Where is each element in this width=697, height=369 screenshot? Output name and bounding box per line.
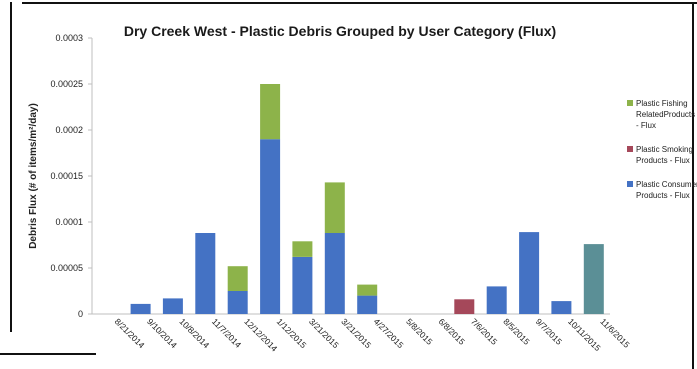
bar-segment [357,284,378,296]
bar-segment [130,303,151,314]
legend-entry-text: Plastic Smoking [636,145,693,154]
y-tick-label: 0.0003 [55,33,83,43]
x-tick-label: 3/21/2015 [339,316,373,350]
bar-segment [227,291,248,314]
x-tick-label: 6/8/2015 [437,316,468,347]
frame-top-edge [22,2,697,4]
legend: Plastic Fishing RelatedProducts - Flux Plas… [627,99,697,200]
y-tick-label: 0.00025 [50,79,83,89]
chart-title: Dry Creek West - Plastic Debris Grouped … [124,23,556,39]
x-tick-label: 8/21/2014 [113,316,147,350]
x-tick-label: 12/12/2014 [242,316,279,353]
bar-segment [357,295,378,314]
x-tick-label: 10/11/2015 [566,316,603,353]
x-tick-label: 11/6/2015 [598,316,632,350]
y-tick-label: 0.0001 [55,217,83,227]
x-tick-label: 5/8/2015 [404,316,435,347]
y-tick-label: 0.00005 [50,263,83,273]
y-tick-label: 0.0002 [55,125,83,135]
frame-right-edge [692,2,694,369]
bar-segment [162,298,183,314]
bar-segment [583,244,604,314]
x-tick-label: 11/7/2014 [210,316,244,350]
bar-segment [519,232,540,314]
bar-segment [227,266,248,291]
x-tick-label: 10/8/2014 [178,316,212,350]
frame-left-edge [10,2,12,332]
y-tick-label: 0 [78,309,83,319]
bar-segment [324,233,345,314]
bar-segment [324,182,345,233]
bar-segment [292,241,313,257]
x-tick-label: 1/12/2015 [275,316,309,350]
x-tick-label: 7/6/2015 [469,316,500,347]
legend-entry-text: Plastic Fishing [636,99,688,108]
x-tick-label: 9/10/2014 [145,316,179,350]
legend-entry-text: Products - Flux [636,156,690,165]
bar-segment [486,286,507,314]
x-tick-label: 4/27/2015 [372,316,406,350]
legend-swatch [627,100,633,106]
bar-segment [260,84,281,140]
legend-entry-text: Products - Flux [636,191,690,200]
legend-entry-text: Plastic Consumer [636,180,697,189]
y-tick-label: 0.00015 [50,171,83,181]
legend-swatch [627,146,633,152]
legend-entry-text: RelatedProducts [636,110,695,119]
bar-segment [454,299,475,314]
x-tick-label: 8/5/2015 [501,316,532,347]
frame-bottom-edge [0,353,96,355]
x-tick-label: 3/21/2015 [307,316,341,350]
bar-segment [551,301,572,314]
x-tick-label: 9/7/2015 [534,316,565,347]
y-axis-label: Debris Flux (# of items/m²/day) [28,103,39,249]
bar-segment [292,257,313,314]
legend-swatch [627,181,633,187]
bar-segment [195,233,216,314]
legend-entry-text: - Flux [636,121,656,130]
bar-segment [260,139,281,314]
plot-area: 0 0.00005 0.0001 0.00015 0.0002 0.00025 0.0003… [50,33,632,354]
